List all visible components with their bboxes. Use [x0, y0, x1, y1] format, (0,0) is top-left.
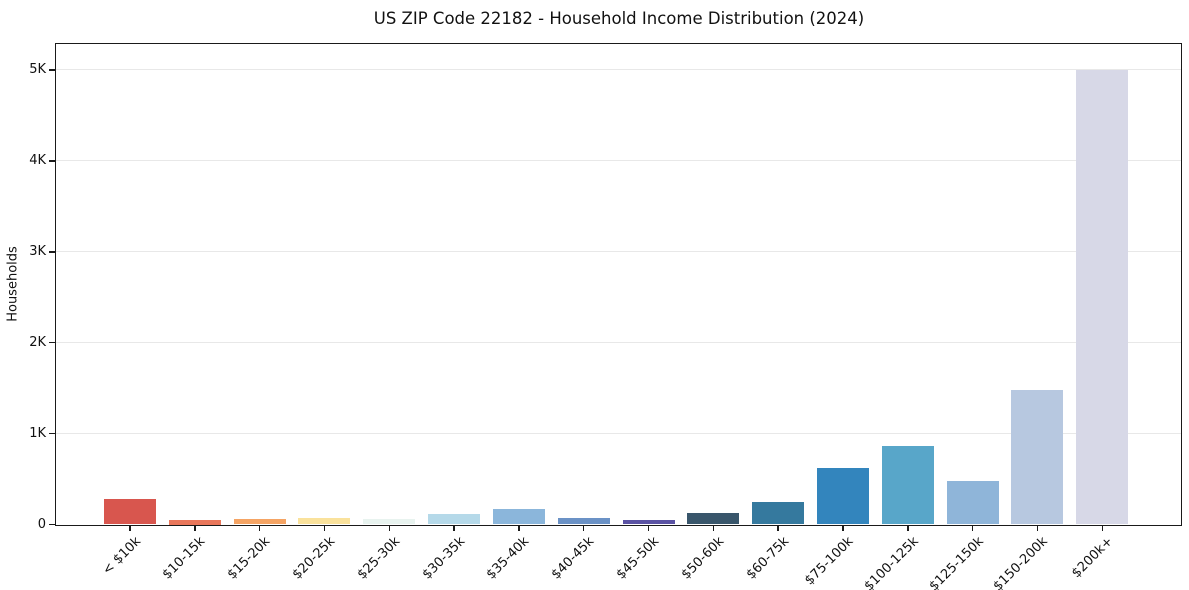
bar	[1011, 389, 1064, 525]
x-tick-mark	[1036, 526, 1039, 531]
bar	[168, 519, 221, 525]
gridline	[56, 69, 1181, 71]
y-tick-mark	[49, 523, 56, 526]
y-tick-mark	[49, 69, 56, 71]
x-tick-mark	[647, 526, 650, 531]
y-tick-mark	[49, 341, 56, 344]
x-tick-label: $100-125k	[861, 534, 922, 590]
x-tick-label: $25-30k	[354, 534, 403, 583]
bar	[881, 446, 934, 525]
x-tick-label: $75-100k	[802, 534, 857, 589]
bar	[557, 517, 610, 525]
y-tick-mark	[49, 432, 56, 435]
y-tick-label: 3K	[29, 243, 46, 259]
bar	[428, 514, 481, 525]
x-tick-mark	[453, 526, 455, 531]
bar	[233, 518, 286, 525]
gridline	[56, 342, 1181, 344]
x-tick-mark	[518, 526, 520, 531]
x-tick-label: $10-15k	[159, 534, 209, 583]
x-tick-label: $50-60k	[678, 534, 727, 583]
y-tick-mark	[49, 251, 56, 253]
x-tick-mark	[971, 526, 974, 531]
gridline	[56, 433, 1181, 435]
x-tick-label: $200k+	[1068, 534, 1116, 582]
bar	[946, 480, 999, 525]
gridline	[56, 160, 1181, 162]
y-tick-label: 5K	[29, 61, 46, 77]
bar	[104, 498, 156, 525]
y-tick-label: 1K	[29, 425, 46, 441]
x-tick-label: $20-25k	[289, 534, 339, 583]
x-tick-label: $40-45k	[548, 534, 598, 583]
x-tick-mark	[323, 526, 326, 531]
y-tick-label: 2K	[29, 334, 46, 350]
x-tick-mark	[388, 526, 391, 531]
bar	[1076, 69, 1129, 525]
x-tick-label: $150-200k	[990, 534, 1052, 590]
x-tick-mark	[194, 526, 196, 531]
bar	[298, 518, 351, 525]
bar	[752, 501, 805, 525]
y-axis-label: Households	[5, 246, 21, 322]
gridline	[56, 251, 1181, 253]
x-tick-mark	[842, 526, 844, 531]
x-tick-label: $30-35k	[419, 534, 468, 583]
x-tick-mark	[129, 526, 131, 531]
x-tick-mark	[582, 526, 585, 531]
y-tick-label: 4K	[29, 152, 46, 168]
x-tick-label: $45-50k	[613, 534, 663, 583]
x-tick-label: $35-40k	[484, 534, 533, 583]
x-tick-label: $125-150k	[926, 534, 987, 590]
x-tick-label: $15-20k	[224, 534, 274, 583]
x-tick-mark	[1101, 526, 1104, 531]
x-tick-mark	[907, 526, 909, 531]
bar	[492, 508, 545, 525]
bar	[687, 512, 740, 525]
bar	[363, 519, 416, 525]
bar	[817, 468, 870, 525]
bar	[622, 519, 675, 525]
x-tick-label: $60-75k	[743, 534, 792, 583]
x-tick-mark	[777, 526, 779, 531]
y-tick-mark	[49, 160, 56, 162]
y-tick-label: 0	[37, 516, 46, 532]
x-tick-mark	[712, 526, 715, 531]
x-tick-label: < $10k	[99, 534, 144, 579]
x-tick-mark	[258, 526, 261, 531]
chart-title: US ZIP Code 22182 - Household Income Dis…	[373, 9, 865, 28]
